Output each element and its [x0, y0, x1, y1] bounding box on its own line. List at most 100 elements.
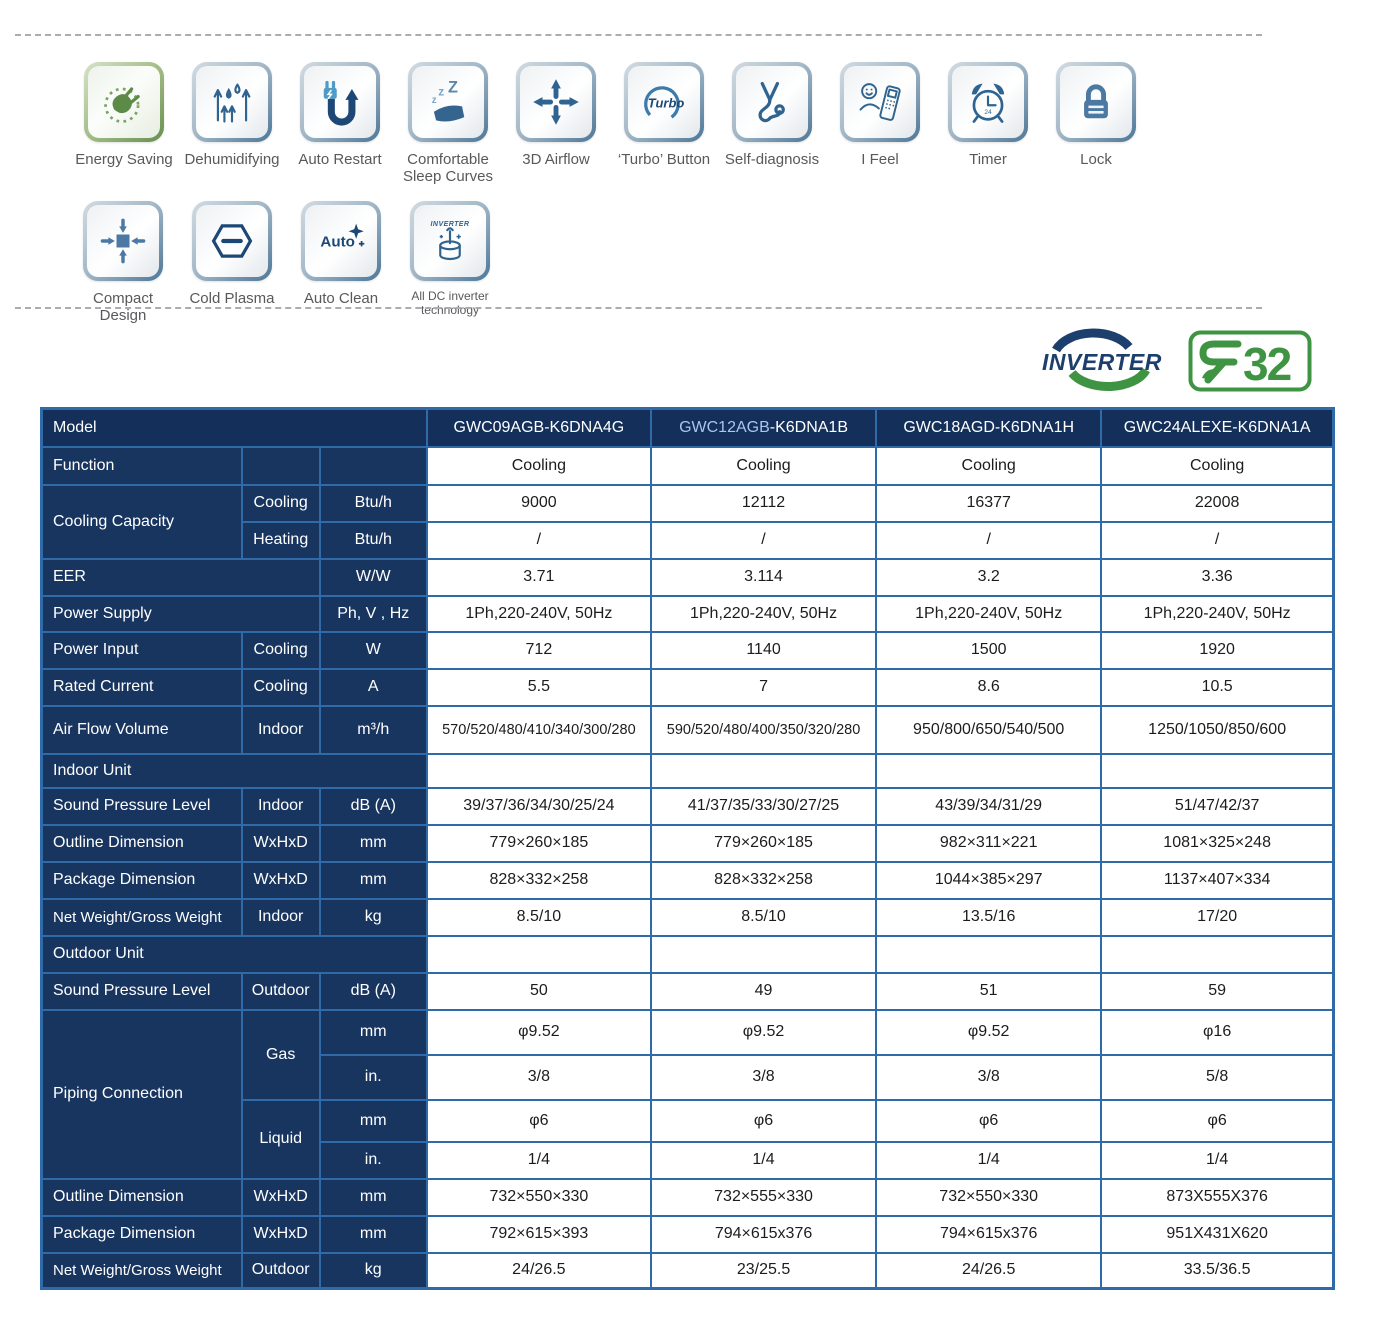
- turbo-text: Turbo: [648, 95, 685, 110]
- feature-timer: 24 Timer: [936, 62, 1040, 186]
- i-feel-icon: [840, 62, 920, 142]
- sub-label: WxHxD: [240, 1177, 321, 1217]
- sub-label: Heating: [240, 520, 321, 560]
- row-label-spl-outdoor: Sound Pressure Level: [40, 971, 243, 1011]
- weight-outdoor-row: Net Weight/Gross Weight Outdoor kg 24/26…: [40, 1251, 1335, 1290]
- spec-value: 33.5/36.5: [1100, 1251, 1335, 1290]
- spec-value: 8.5/10: [649, 897, 878, 937]
- feature-3d-airflow: 3D Airflow: [504, 62, 608, 186]
- row-label-eer: EER: [40, 557, 321, 597]
- sleep-z-big: Z: [448, 78, 458, 96]
- feature-label: Energy Saving: [75, 151, 173, 168]
- spec-value: 1/4: [649, 1140, 878, 1180]
- outline-outdoor-row: Outline Dimension WxHxD mm 732×550×330 7…: [40, 1177, 1335, 1217]
- spec-value: Cooling: [875, 445, 1103, 486]
- eer-row: EER W/W 3.71 3.114 3.2 3.36: [40, 557, 1335, 597]
- spec-value: φ6: [1100, 1098, 1335, 1143]
- compact-design-icon: [83, 201, 163, 281]
- unit-label: Btu/h: [318, 520, 428, 560]
- sub-label: Indoor: [240, 786, 321, 826]
- spec-value: φ6: [425, 1098, 652, 1143]
- feature-compact-design: Compact Design: [71, 201, 175, 325]
- spec-value: 3.114: [649, 557, 878, 597]
- spec-value: 1/4: [875, 1140, 1103, 1180]
- row-label-cooling-capacity: Cooling Capacity: [40, 483, 243, 560]
- timer-24-text: 24: [984, 109, 992, 116]
- section-label-indoor-unit: Indoor Unit: [40, 752, 428, 789]
- spec-value: /: [649, 520, 878, 560]
- inverter-logo: INVERTER: [1034, 326, 1168, 397]
- sub-label: WxHxD: [240, 823, 321, 863]
- spec-table: Model GWC09AGB-K6DNA4G GWC12AGB-K6DNA1B …: [40, 407, 1335, 1290]
- row-label-air-flow: Air Flow Volume: [40, 704, 243, 755]
- function-row: Function Cooling Cooling Cooling Cooling: [40, 445, 1335, 486]
- cooling-capacity-cooling-row: Cooling Capacity Cooling Btu/h 9000 1211…: [40, 483, 1335, 560]
- sub-label: WxHxD: [240, 860, 321, 900]
- unit-label: in.: [318, 1140, 428, 1180]
- feature-label: Compact Design: [92, 290, 154, 325]
- feature-label: Cold Plasma: [189, 290, 275, 307]
- model-highlighted-part: GWC12AGB: [679, 418, 770, 436]
- spec-value: 794×615x376: [649, 1214, 878, 1254]
- unit-label: W: [318, 630, 428, 670]
- second-dashed-divider: [15, 307, 1262, 309]
- empty-cell: [649, 934, 878, 974]
- sleep-z-small-1: z: [432, 95, 437, 106]
- indoor-unit-section-row: Indoor Unit: [40, 752, 1335, 789]
- feature-label: Dehumidifying: [184, 151, 280, 168]
- sub-label: Indoor: [240, 897, 321, 937]
- spec-value: 51: [875, 971, 1103, 1011]
- feature-label: Auto Restart: [298, 151, 382, 168]
- spec-value: 23/25.5: [649, 1251, 878, 1290]
- feature-auto-clean: Auto Auto Clean: [289, 201, 393, 325]
- unit-label: W/W: [318, 557, 428, 597]
- feature-self-diagnosis: Self-diagnosis: [720, 62, 824, 186]
- piping-gas-mm-row: Piping Connection Gas mm φ9.52 φ9.52 φ9.…: [40, 1008, 1335, 1180]
- spec-value: 1/4: [425, 1140, 652, 1180]
- empty-cell: [240, 445, 321, 486]
- r32-number: 32: [1243, 338, 1291, 390]
- sub-label-gas: Gas: [240, 1008, 321, 1101]
- turbo-button-icon: Turbo: [624, 62, 704, 142]
- unit-label: A: [318, 667, 428, 707]
- spec-value: 1Ph,220-240V, 50Hz: [649, 594, 878, 633]
- cooling-capacity-heating-row: Heating Btu/h / / / /: [42, 520, 1335, 560]
- spec-value: Cooling: [1100, 445, 1335, 486]
- feature-energy-saving: Energy Saving: [72, 62, 176, 186]
- spec-value: 570/520/480/410/340/300/280: [425, 704, 652, 755]
- feature-label: All DC inverter technology: [411, 289, 489, 317]
- unit-label: Ph, V , Hz: [318, 594, 428, 633]
- unit-label: mm: [318, 1008, 428, 1056]
- spec-value: 1137×407×334: [1100, 860, 1335, 900]
- feature-auto-restart: Auto Restart: [288, 62, 392, 186]
- inverter-small-text: INVERTER: [431, 221, 470, 228]
- r32-refrigerant-logo: 32: [1188, 330, 1312, 397]
- spec-value: 3.71: [425, 557, 652, 597]
- row-label-outline-indoor: Outline Dimension: [40, 823, 243, 863]
- empty-cell: [649, 752, 878, 789]
- rated-current-row: Rated Current Cooling A 5.5 7 8.6 10.5: [40, 667, 1335, 707]
- unit-label: mm: [318, 860, 428, 900]
- spec-value: 3/8: [425, 1053, 652, 1101]
- spec-value: /: [1100, 520, 1335, 560]
- feature-label: Auto Clean: [303, 290, 379, 307]
- spec-value: 794×615x376: [875, 1214, 1103, 1254]
- spec-value: 8.6: [875, 667, 1103, 707]
- feature-turbo-button: Turbo ‘Turbo’ Button: [612, 62, 716, 186]
- spec-value: Cooling: [425, 445, 652, 486]
- empty-cell: [875, 752, 1103, 789]
- row-label-package-outdoor: Package Dimension: [40, 1214, 243, 1254]
- unit-label: dB (A): [318, 971, 428, 1011]
- spec-value: 732×555×330: [649, 1177, 878, 1217]
- row-label-rated-current: Rated Current: [40, 667, 243, 707]
- unit-label: Btu/h: [318, 483, 428, 523]
- unit-label: mm: [318, 1098, 428, 1143]
- outline-indoor-row: Outline Dimension WxHxD mm 779×260×185 7…: [40, 823, 1335, 863]
- unit-label: m³/h: [318, 704, 428, 755]
- spec-value: 13.5/16: [875, 897, 1103, 937]
- package-outdoor-row: Package Dimension WxHxD mm 792×615×393 7…: [40, 1214, 1335, 1254]
- spec-value: 828×332×258: [649, 860, 878, 900]
- spec-value: 3.36: [1100, 557, 1335, 597]
- dc-inverter-icon: INVERTER: [410, 201, 490, 281]
